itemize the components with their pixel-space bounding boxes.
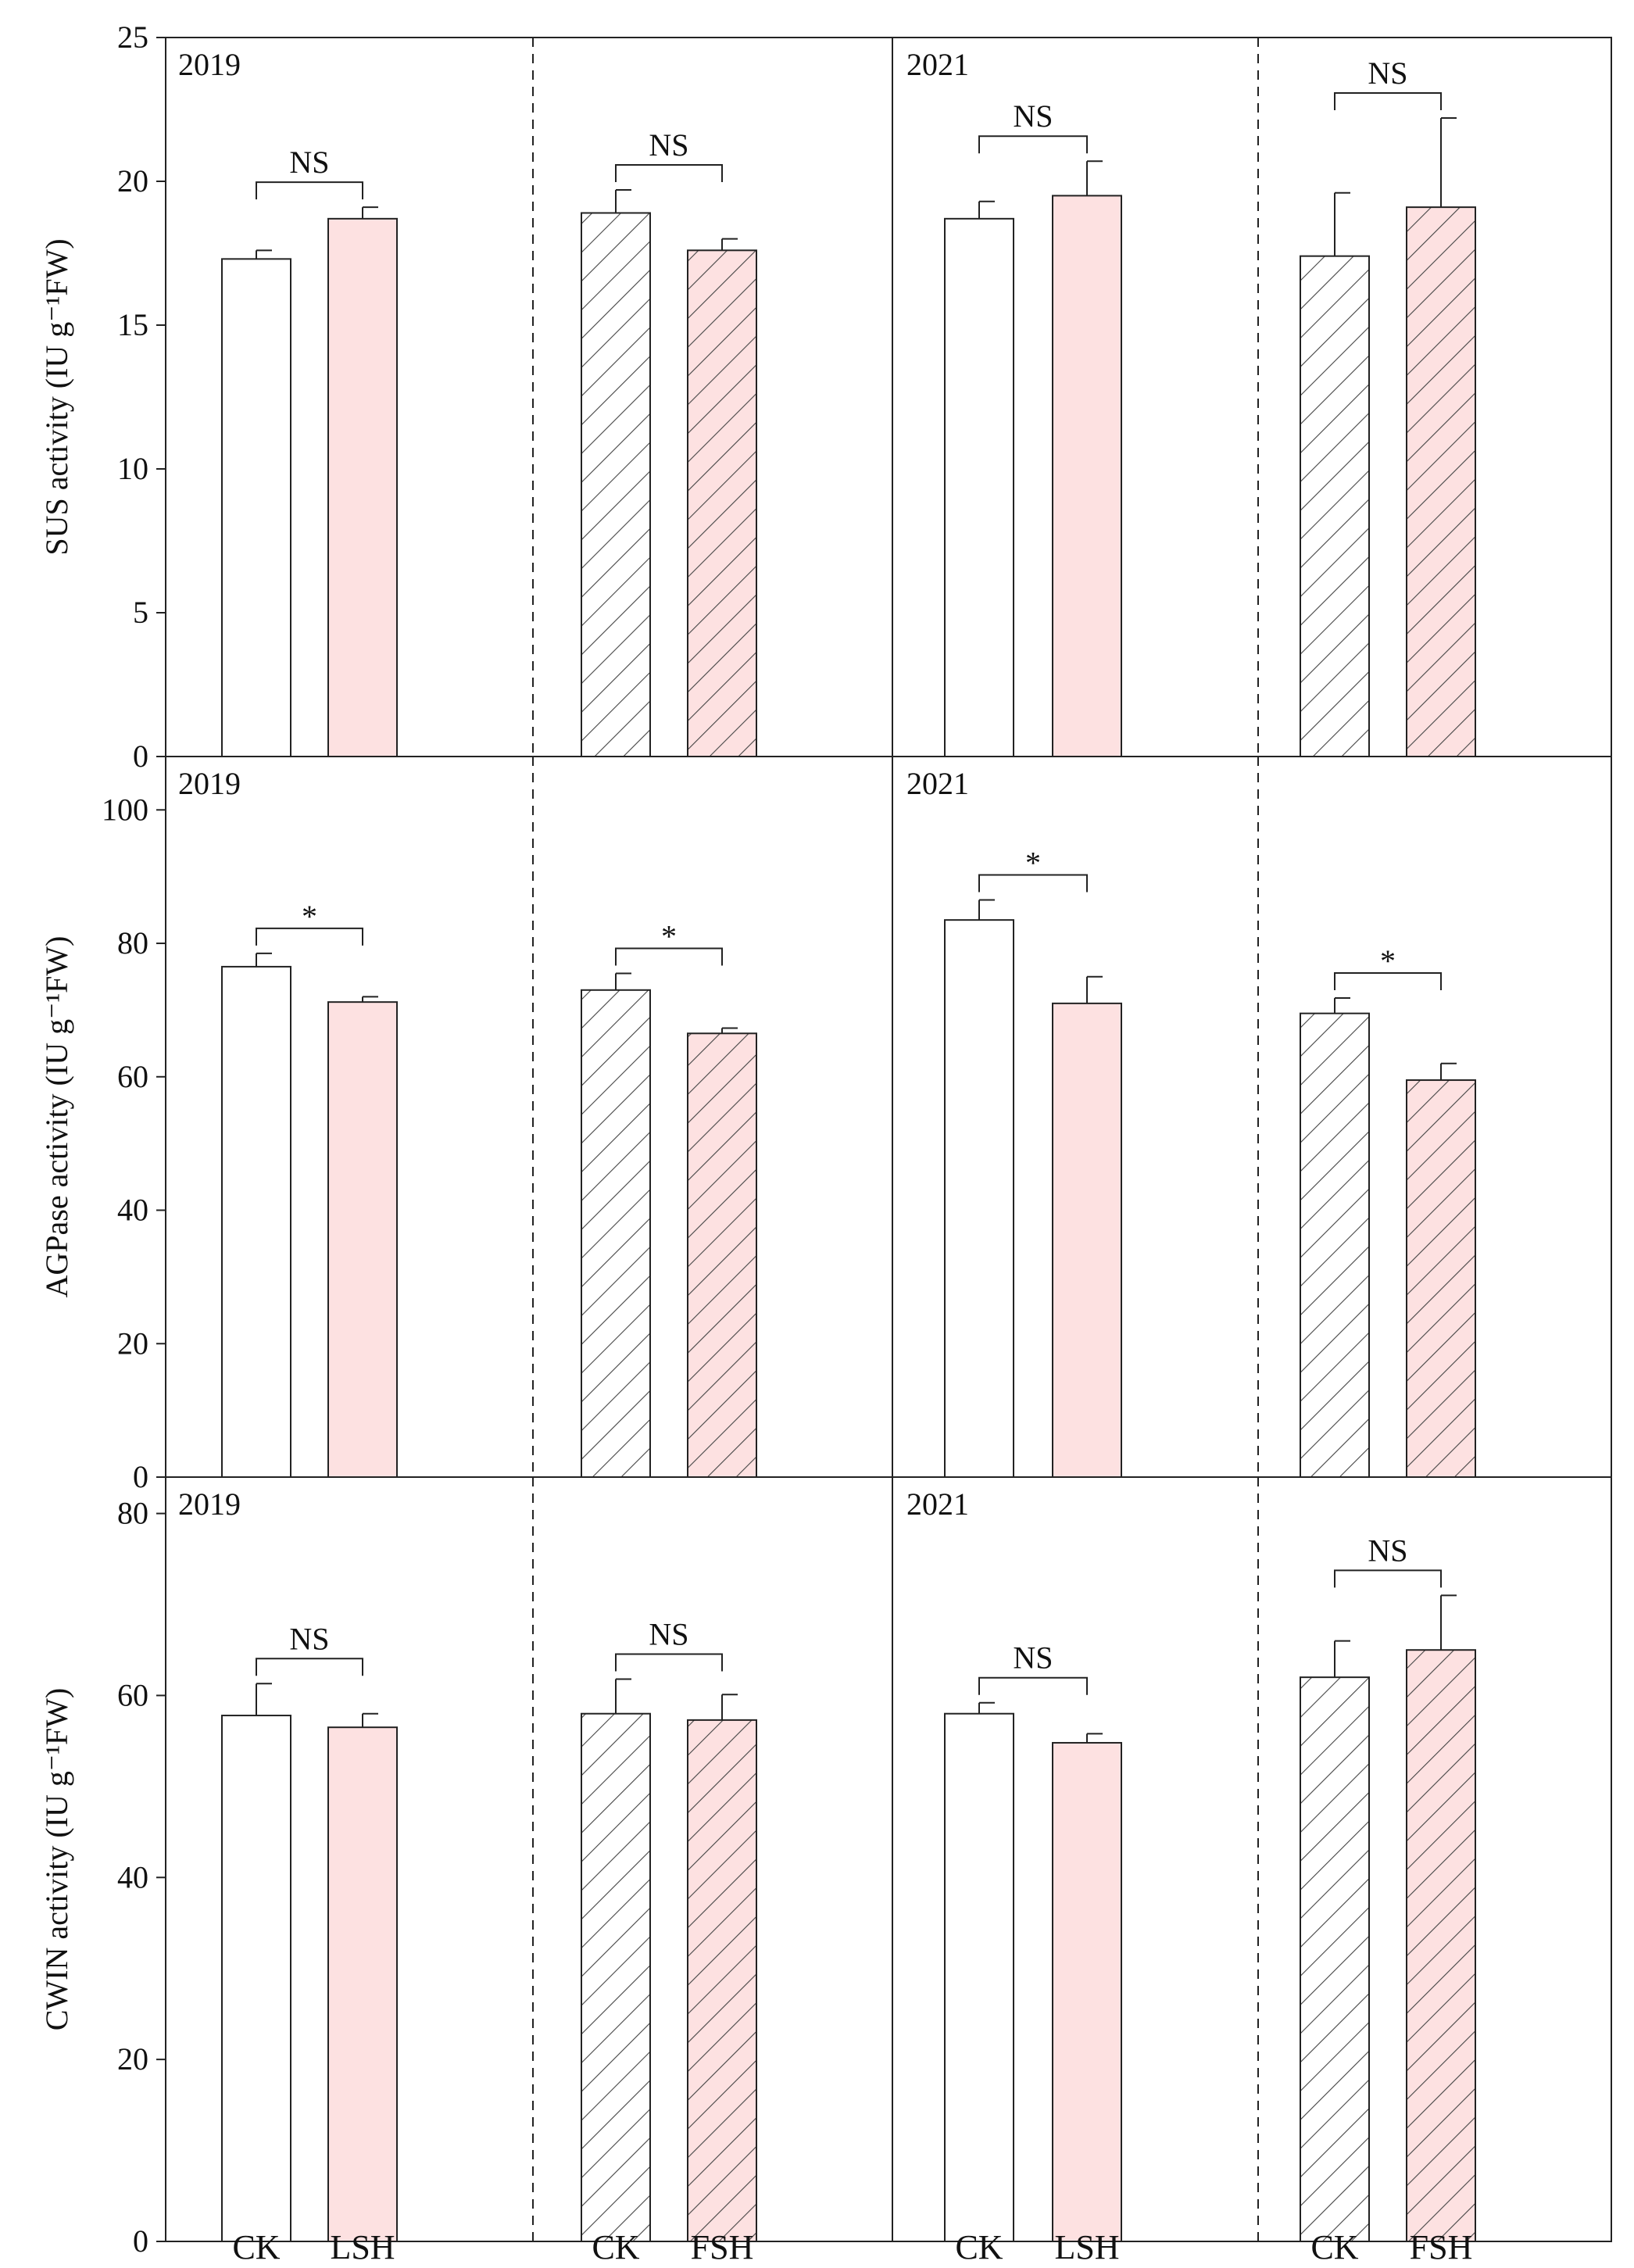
bar-hatch — [1300, 256, 1369, 757]
bar-treatment — [328, 1002, 397, 1477]
significance-bracket — [256, 1658, 363, 1676]
significance-label: * — [1380, 943, 1396, 978]
x-tick-label: CK — [1310, 2228, 1358, 2264]
significance-bracket — [1334, 1569, 1442, 1588]
bar-ck — [222, 259, 291, 757]
significance-bracket — [256, 181, 363, 200]
bar-treatment — [1053, 1003, 1121, 1477]
panel-1: 0 5 10 15 20 25 SUS activity (IU g⁻¹FW) 2019 202… — [39, 20, 1612, 774]
y-tick-label: 80 — [117, 925, 148, 961]
bar-treatment — [1053, 1742, 1121, 2241]
significance-bracket — [978, 135, 1088, 154]
y-tick-label: 20 — [117, 1325, 148, 1361]
significance-label: * — [1025, 846, 1041, 881]
panel-3: 0 20 40 60 80 CWIN activity (IU g⁻¹FW) 2019 202… — [39, 1476, 1612, 2266]
bar-hatch — [1300, 1677, 1369, 2241]
bar-hatch — [1407, 1080, 1475, 1477]
year-label: 2019 — [178, 47, 241, 82]
y-tick-label: 100 — [102, 792, 148, 827]
year-label: 2021 — [906, 766, 969, 801]
y-tick-label: 40 — [117, 1193, 148, 1228]
y-tick-label: 40 — [117, 1859, 148, 1894]
significance-bracket — [615, 947, 723, 966]
year-label: 2021 — [906, 47, 969, 82]
x-tick-label: FSH — [1410, 2228, 1473, 2264]
y-tick-label: 0 — [133, 739, 148, 774]
y-tick-label: 20 — [117, 2041, 148, 2077]
year-label: 2019 — [178, 766, 241, 801]
x-tick-label: FSH — [691, 2228, 754, 2264]
significance-bracket — [978, 874, 1088, 893]
significance-bracket — [1334, 92, 1442, 111]
significance-label: NS — [1013, 98, 1053, 134]
significance-label: * — [661, 918, 677, 953]
bar-treatment — [1053, 195, 1121, 757]
bar-hatch — [688, 1719, 756, 2241]
x-tick-label: LSH — [1054, 2228, 1119, 2264]
year-label: 2021 — [906, 1486, 969, 1522]
bar-hatch — [581, 1713, 650, 2241]
significance-bracket — [978, 1676, 1088, 1695]
significance-label: NS — [1368, 1533, 1407, 1568]
x-tick-label: CK — [232, 2228, 280, 2264]
y-tick-label: 15 — [117, 307, 148, 342]
significance-label: * — [302, 899, 317, 934]
significance-bracket — [615, 164, 723, 183]
y-tick-label: 60 — [117, 1059, 148, 1094]
y-tick-label: 0 — [133, 2223, 148, 2259]
significance-label: NS — [289, 1621, 329, 1656]
y-tick-label: 20 — [117, 163, 148, 199]
panel-2: 0 20 40 60 80 100 AGPase activity (IU g⁻¹FW) 20… — [39, 756, 1612, 1494]
bar-ck — [945, 218, 1014, 757]
y-tick-label: 10 — [117, 451, 148, 486]
panel-frame — [165, 1476, 1612, 2242]
bar-hatch — [688, 250, 756, 757]
bar-ck — [222, 1715, 291, 2241]
bar-treatment — [328, 1727, 397, 2241]
significance-label: NS — [289, 145, 329, 180]
y-tick-label: 25 — [117, 20, 148, 55]
bar-hatch — [688, 1033, 756, 1477]
significance-label: NS — [1013, 1640, 1053, 1676]
significance-bracket — [615, 1653, 723, 1672]
significance-bracket — [1334, 972, 1442, 991]
x-tick-label: CK — [955, 2228, 1003, 2264]
bar-treatment — [328, 218, 397, 757]
bar-hatch — [581, 213, 650, 757]
significance-bracket — [256, 927, 363, 946]
bar-ck — [945, 920, 1014, 1477]
y-tick-label: 80 — [117, 1496, 148, 1531]
year-label: 2019 — [178, 1486, 241, 1522]
y-axis-title: CWIN activity (IU g⁻¹FW) — [39, 1688, 74, 2031]
significance-label: NS — [649, 127, 688, 163]
y-tick-label: 0 — [133, 1459, 148, 1494]
y-tick-label: 5 — [133, 595, 148, 630]
bar-hatch — [1300, 1013, 1369, 1477]
bar-hatch — [581, 989, 650, 1477]
significance-label: NS — [1368, 55, 1407, 91]
bar-hatch — [1407, 207, 1475, 757]
significance-label: NS — [649, 1616, 688, 1651]
bar-ck — [222, 966, 291, 1477]
x-tick-label: CK — [592, 2228, 639, 2264]
bar-ck — [945, 1713, 1014, 2241]
y-tick-label: 60 — [117, 1677, 148, 1712]
bar-hatch — [1407, 1650, 1475, 2241]
y-axis-title: SUS activity (IU g⁻¹FW) — [39, 238, 74, 555]
y-axis-title: AGPase activity (IU g⁻¹FW) — [39, 935, 74, 1297]
x-tick-label: LSH — [330, 2228, 395, 2264]
